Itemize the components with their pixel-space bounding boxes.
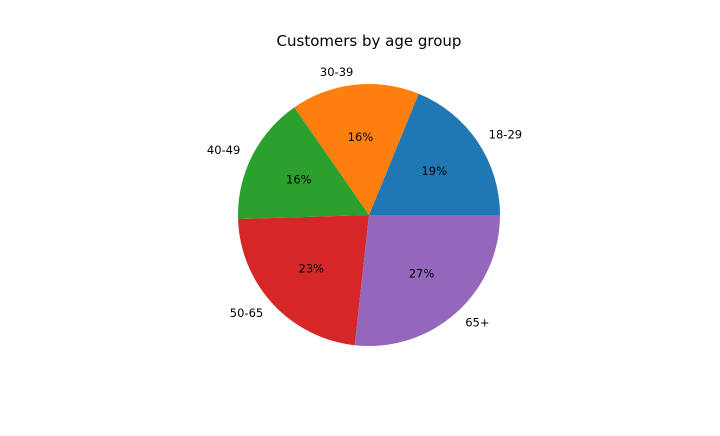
- slice-label-40-49: 40-49: [207, 143, 240, 157]
- slice-percent-40-49: 16%: [286, 173, 312, 187]
- slice-percent-50-65: 23%: [299, 261, 325, 275]
- pie-slice-30-39: [294, 84, 419, 215]
- slice-percent-30-39: 16%: [348, 130, 374, 144]
- pie-slice-18-29: [369, 93, 500, 215]
- chart-title: Customers by age group: [277, 32, 462, 50]
- slice-percent-18-29: 19%: [421, 164, 447, 178]
- pie-slices: [237, 84, 500, 346]
- slice-label-30-39: 30-39: [320, 65, 353, 79]
- slice-label-18-29: 18-29: [489, 128, 522, 142]
- slice-label-65+: 65+: [465, 315, 489, 329]
- pie-labels: 18-29 19% 30-39 16% 40-49 16% 50-65 23% 65+ 27%: [207, 65, 522, 330]
- pie-slice-50-65: [238, 215, 369, 346]
- pie-slice-40-49: [237, 107, 369, 220]
- pie-slice-65+: [354, 215, 500, 346]
- slice-label-50-65: 50-65: [230, 306, 263, 320]
- slice-percent-65+: 27%: [409, 267, 435, 281]
